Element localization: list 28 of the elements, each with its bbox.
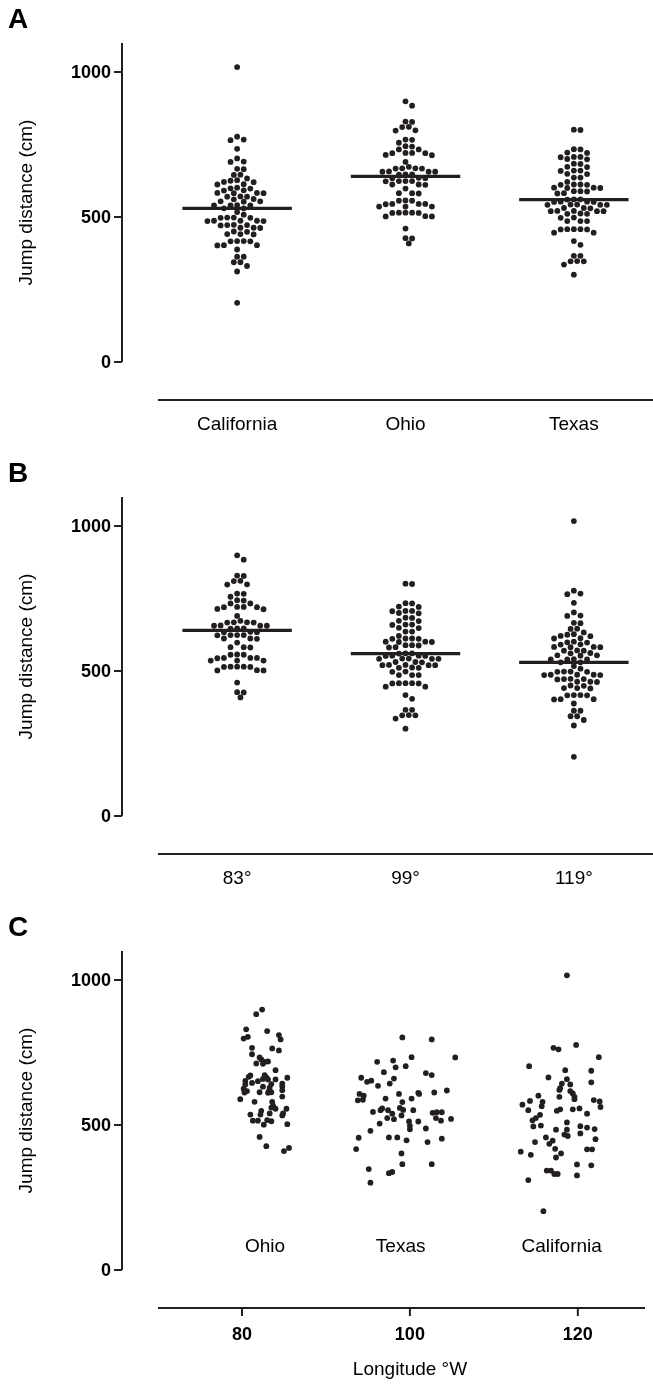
x-tick-label: 120: [562, 1324, 593, 1344]
y-tick-label: 0: [100, 1260, 111, 1281]
y-tick-label: 0: [100, 806, 111, 827]
y-tick-label: 500: [80, 1115, 111, 1136]
y-tick-label: 1000: [70, 62, 111, 83]
x-tick-label: 100: [394, 1324, 425, 1344]
x-axis-title: Longitude °W: [352, 1358, 468, 1379]
chart-title: A: [8, 3, 29, 34]
x-tick-label: Ohio: [385, 413, 426, 434]
y-axis-title: Jump distance (cm): [15, 573, 36, 740]
y-tick-label: 1000: [70, 970, 111, 991]
annotation: Ohio: [245, 1234, 286, 1256]
y-tick-label: 1000: [70, 516, 111, 537]
x-tick-label: 119°: [554, 867, 593, 888]
annotation: Texas: [375, 1234, 426, 1256]
x-tick-label: Texas: [549, 413, 599, 434]
y-tick-label: 500: [80, 661, 111, 682]
x-tick-label: 80: [231, 1324, 252, 1344]
chart-title: C: [8, 911, 29, 942]
y-tick-label: 500: [80, 207, 111, 228]
y-axis-title: Jump distance (cm): [15, 1027, 36, 1194]
x-tick-label: 99°: [391, 867, 420, 888]
x-tick-label: California: [197, 413, 278, 434]
y-axis-title: Jump distance (cm): [15, 119, 36, 286]
annotation: California: [521, 1234, 603, 1256]
y-tick-label: 0: [100, 352, 111, 373]
x-tick-label: 83°: [222, 867, 252, 888]
chart-title: B: [8, 457, 29, 488]
